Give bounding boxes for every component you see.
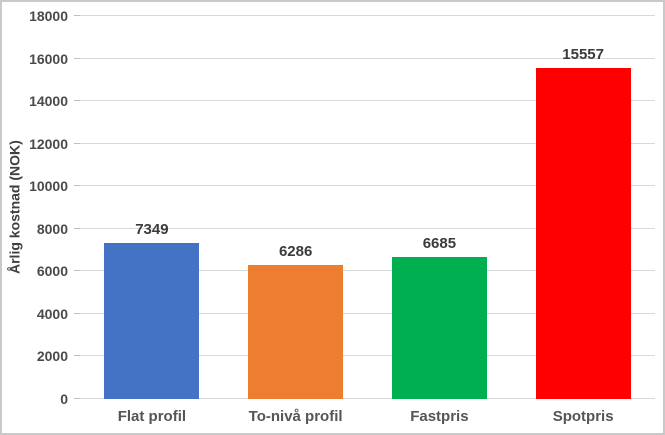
bar-to-niv-profil	[248, 265, 344, 399]
bar-value-label-spotpris: 15557	[562, 45, 604, 63]
y-tick-label-16000: 16000	[29, 50, 68, 67]
x-axis-category-labels: Flat profil To-nivå profil Fastpris Spotpri…	[80, 399, 655, 433]
bar-fastpris	[391, 256, 487, 399]
plot-area: 7349 6286 6685 15557	[74, 15, 655, 399]
gridline-18000	[74, 15, 655, 16]
bar-value-label-fastpris: 6685	[422, 234, 457, 252]
bar-value-label-flat-profil: 7349	[135, 220, 169, 238]
bars-group: 7349 6286 6685 15557	[80, 16, 655, 399]
gridline-12000	[74, 142, 655, 144]
y-tick-label-4000: 4000	[36, 305, 68, 322]
bar-column-to-niv-profil: 6286	[224, 16, 368, 399]
bar-column-spotpris: 15557	[511, 16, 655, 399]
bar-flat-profil	[104, 242, 200, 399]
bar-value-label-to-niv-profil: 6286	[278, 243, 313, 261]
category-label-to-niv-profil: To-nivå profil	[248, 408, 343, 425]
y-tick-label-2000: 2000	[36, 348, 68, 365]
gridline-10000	[74, 185, 655, 187]
y-tick-label-8000: 8000	[36, 220, 68, 237]
gridline-0	[74, 398, 655, 399]
gridline-4000	[74, 312, 655, 314]
category-label-spotpris: Spotpris	[552, 408, 614, 425]
gridline-8000	[74, 227, 655, 229]
y-axis-tick-labels: 0 2000 4000 6000 8000 10000 12000 14000 16000 180…	[22, 8, 73, 407]
y-tick-label-0: 0	[60, 391, 68, 407]
category-label-flat-profil: Flat profil	[117, 408, 187, 425]
y-tick-label-14000: 14000	[29, 93, 68, 110]
y-tick-label-18000: 18000	[29, 8, 68, 24]
gridline-14000	[74, 100, 655, 102]
bar-column-fastpris: 6685	[368, 16, 512, 399]
bar-column-flat-profil: 7349	[80, 16, 224, 399]
category-label-fastpris: Fastpris	[410, 408, 469, 425]
gridline-2000	[74, 355, 655, 357]
gridline-6000	[74, 270, 655, 272]
gridline-16000	[74, 57, 655, 59]
y-tick-label-6000: 6000	[36, 263, 68, 280]
y-tick-label-12000: 12000	[29, 135, 68, 152]
bar-spotpris	[535, 67, 631, 399]
y-tick-label-10000: 10000	[29, 178, 68, 195]
